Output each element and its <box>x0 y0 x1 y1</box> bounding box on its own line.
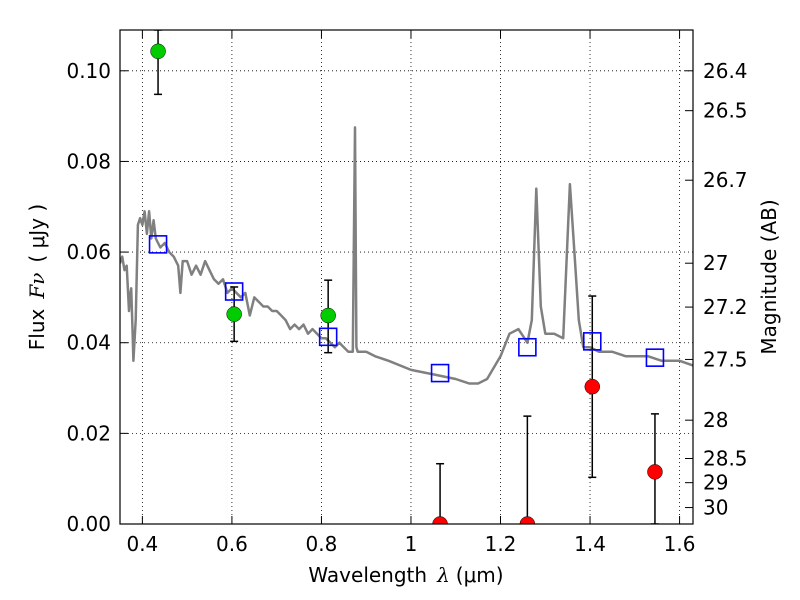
mag-tick-label: 26.7 <box>703 168 748 192</box>
error-bar <box>436 462 445 524</box>
non-detection-point <box>432 516 448 524</box>
spectrum-line <box>120 126 693 385</box>
mag-tick-label: 28.5 <box>703 446 748 470</box>
error-bar <box>523 415 532 524</box>
model-photometry-square <box>518 337 537 357</box>
y-tick-label: 0.06 <box>66 240 111 264</box>
non-detection-point <box>647 464 663 480</box>
y-axis-label-unit: ( μJy ) <box>25 204 49 263</box>
detection-point <box>320 307 336 324</box>
mag-tick-label: 28 <box>703 408 728 432</box>
x-axis-title: Wavelength λ (μm) <box>308 563 503 587</box>
model-photometry-square <box>148 235 168 254</box>
model-photometry-square <box>430 363 450 383</box>
model-photometry-square <box>582 332 602 351</box>
error-bar <box>154 30 163 96</box>
axis-ticks: 0.4 0.6 0.8 1 1.2 1.4 1.6 0.00 0.02 0.04 0.06 0.08 0… <box>66 30 748 556</box>
x-tick-label: 0.4 <box>126 532 158 556</box>
x-tick-label: 0.6 <box>216 532 248 556</box>
y-tick-label: 0.08 <box>66 149 111 173</box>
x-tick-label: 1.6 <box>664 532 696 556</box>
y-tick-label: 0.02 <box>66 421 111 445</box>
mag-tick-label: 29 <box>703 471 728 495</box>
detection-point <box>150 43 166 60</box>
x-axis-label-symbol: λ <box>436 563 450 587</box>
mag-tick-label: 26.4 <box>703 59 748 83</box>
mag-tick-label: 27.5 <box>703 347 748 371</box>
y2-axis-title: Magnitude (AB) <box>757 199 781 354</box>
mag-tick-label: 27 <box>703 251 728 275</box>
detection-point <box>226 306 242 322</box>
grid-lines <box>120 30 693 524</box>
plot-frame <box>119 29 694 525</box>
x-tick-label: 1.4 <box>574 532 606 556</box>
model-photometry-square <box>645 348 665 367</box>
x-tick-label: 0.8 <box>306 532 338 556</box>
mag-tick-label: 26.5 <box>703 99 748 123</box>
y-tick-label: 0.00 <box>66 512 111 536</box>
x-tick-label: 1 <box>405 532 418 556</box>
mag-tick-label: 27.2 <box>703 295 748 319</box>
y-axis-label-text: Flux <box>25 308 49 350</box>
y-axis-title: Flux Fν ( μJy ) <box>25 204 49 350</box>
x-axis-label-unit: (μm) <box>456 563 504 587</box>
model-photometry-square <box>224 282 244 301</box>
y-tick-label: 0.04 <box>66 331 111 355</box>
y-axis-label-symbol: Fν <box>25 273 49 300</box>
x-axis-label-text: Wavelength <box>308 563 427 587</box>
non-detection-point <box>584 378 601 395</box>
model-photometry-square <box>318 327 338 347</box>
y-tick-label: 0.10 <box>66 59 111 83</box>
x-tick-label: 1.2 <box>485 532 517 556</box>
mag-tick-label: 30 <box>703 496 728 520</box>
non-detection-point <box>519 516 536 524</box>
plot-area <box>120 30 693 524</box>
